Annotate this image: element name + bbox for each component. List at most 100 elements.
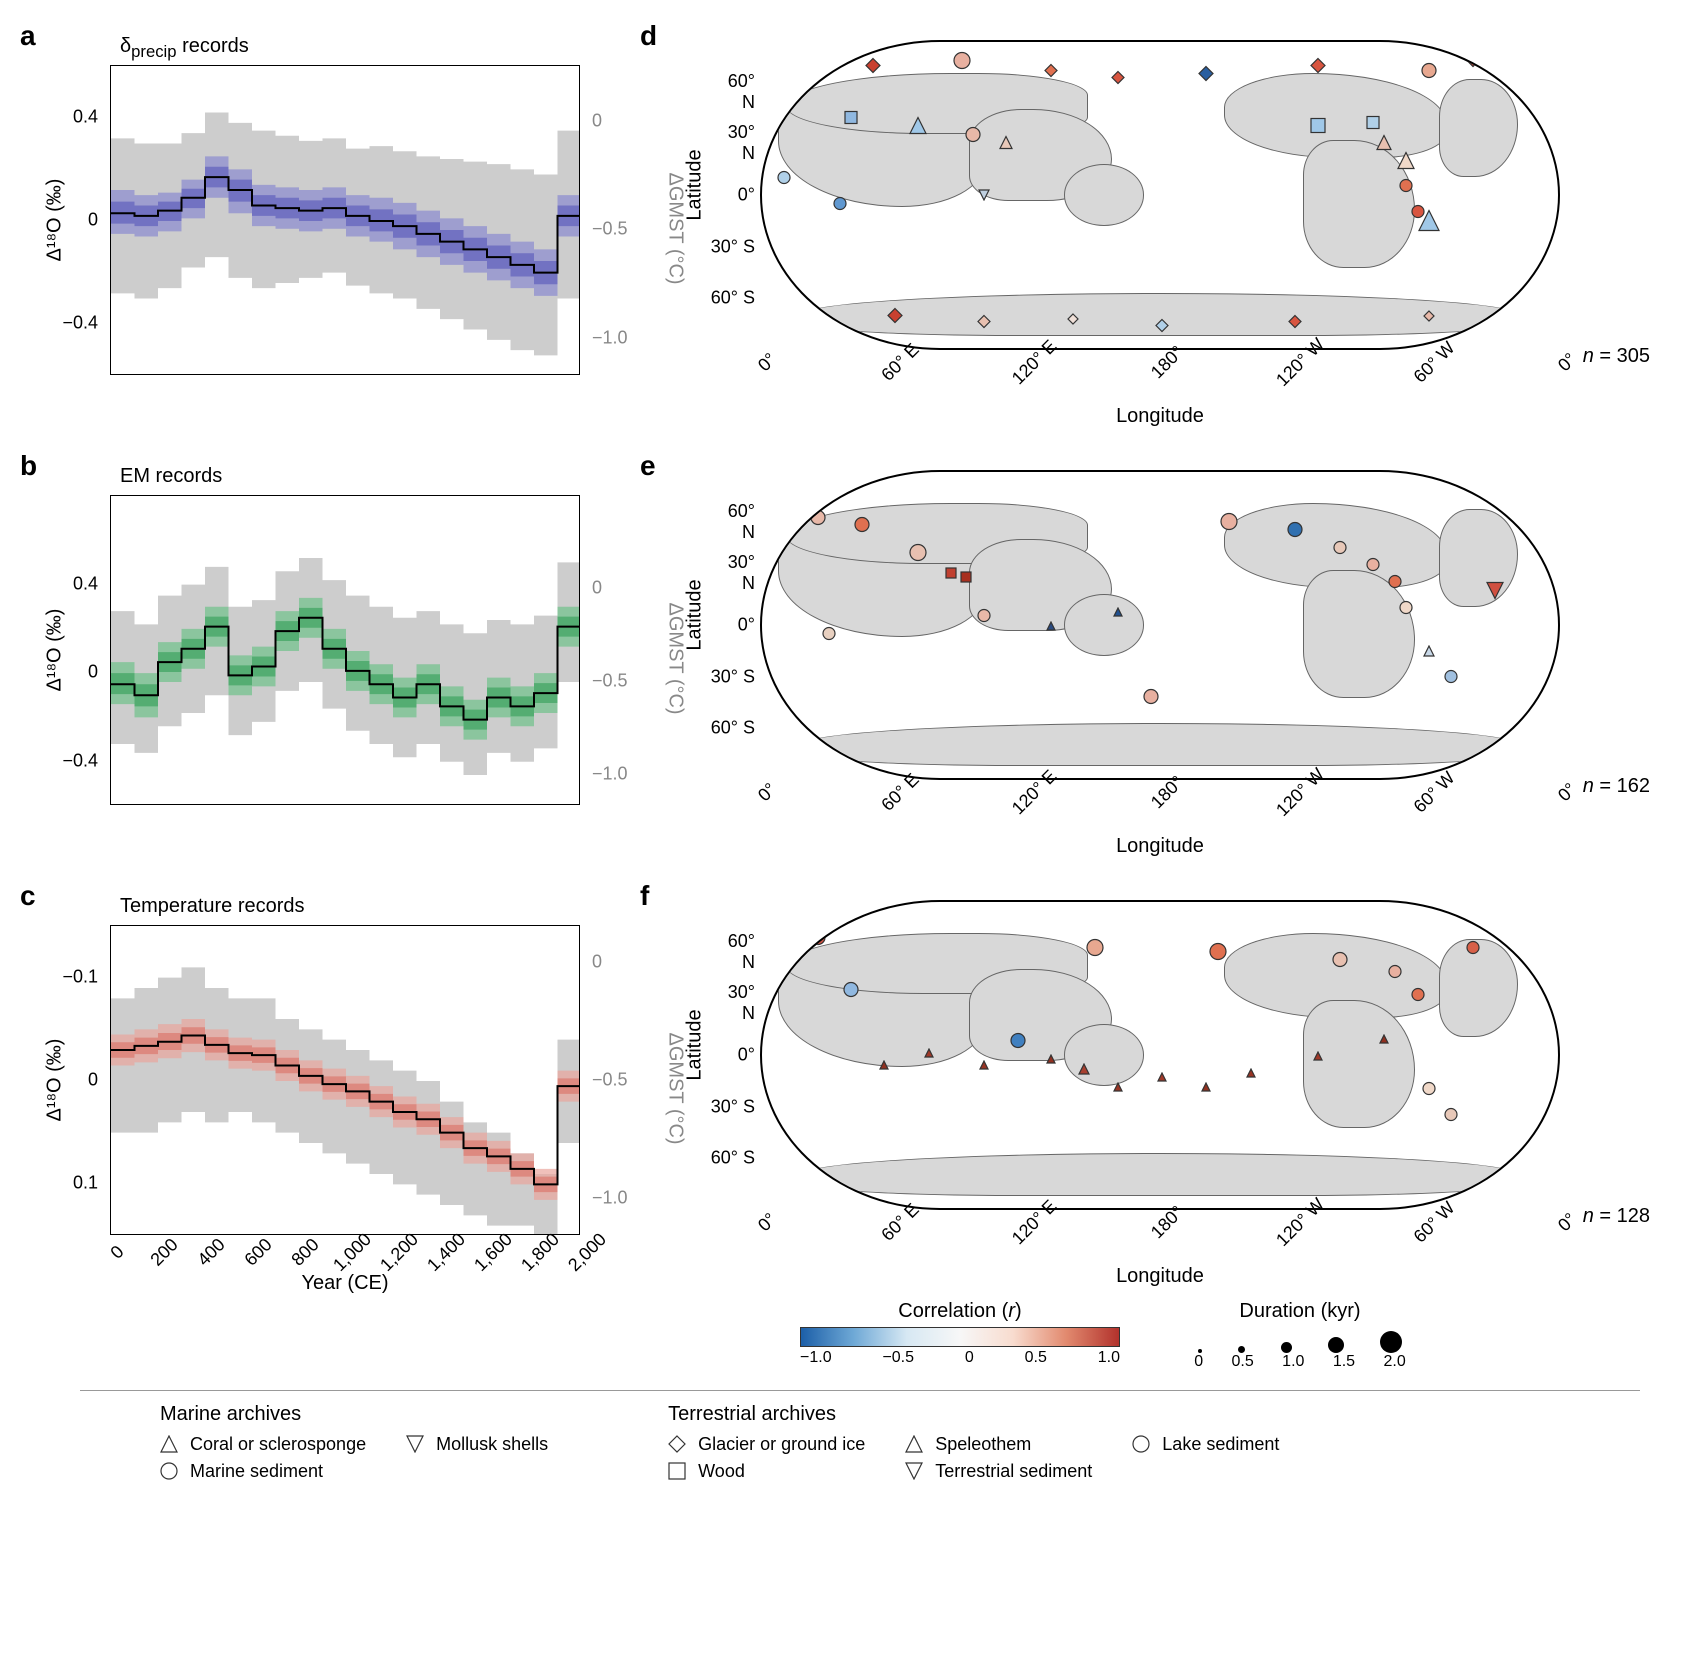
panel-b-ylabel: Δ¹⁸O (‰) <box>44 609 67 692</box>
panel-a-label: a <box>20 20 36 52</box>
map-marker <box>1333 540 1347 559</box>
map-marker <box>821 52 837 73</box>
triangle-down-icon <box>406 1435 426 1455</box>
tick: 0.1 <box>73 1173 98 1194</box>
map-marker <box>1155 318 1169 337</box>
map-marker <box>799 312 813 331</box>
map-marker <box>1422 1082 1436 1101</box>
map-marker <box>788 64 802 83</box>
panel-f-label: f <box>640 880 649 912</box>
triangle-up-icon <box>160 1435 180 1455</box>
map-marker <box>999 136 1013 155</box>
map-marker <box>1366 557 1380 576</box>
size-label: 0 <box>1194 1353 1203 1371</box>
panel-d-n: n = 305 <box>1583 345 1650 368</box>
archive-item: Glacier or ground ice <box>668 1434 865 1455</box>
map-marker <box>795 934 809 953</box>
panel-c-title: Temperature records <box>120 895 305 918</box>
tick: 60° N <box>710 931 755 973</box>
panel-f-n: n = 128 <box>1583 1205 1650 1228</box>
map-marker <box>909 117 927 140</box>
map-marker <box>1379 1031 1389 1049</box>
tick: 60° N <box>710 71 755 113</box>
terrestrial-archives: Terrestrial archives Glacier or ground i… <box>668 1403 1279 1482</box>
tick: 0° <box>754 349 781 376</box>
marine-title: Marine archives <box>160 1403 548 1426</box>
colorbar-tick: −0.5 <box>882 1349 914 1367</box>
circle-open-icon <box>1132 1435 1152 1455</box>
map-marker <box>843 981 859 1002</box>
tick: 0 <box>88 662 98 683</box>
tick: 1,200 <box>376 1229 423 1276</box>
map-marker <box>1046 1051 1056 1069</box>
panel-d-lonlabel: Longitude <box>1116 405 1204 428</box>
size-label: 0.5 <box>1232 1353 1254 1371</box>
map-marker <box>1157 1069 1167 1087</box>
map-marker <box>1399 600 1413 619</box>
map-marker <box>1086 939 1104 962</box>
map-marker <box>1044 64 1058 83</box>
archive-item: Coral or sclerosponge <box>160 1434 366 1455</box>
archive-label: Glacier or ground ice <box>698 1434 865 1455</box>
tick: −0.5 <box>592 671 628 692</box>
tick: 0° <box>1554 349 1581 376</box>
tick: 0 <box>592 110 602 131</box>
map-marker <box>1366 115 1380 134</box>
tick: 2,000 <box>564 1229 611 1276</box>
map-marker <box>844 110 858 129</box>
map-marker <box>1111 70 1125 89</box>
map-marker <box>1466 941 1480 960</box>
tick: −1.0 <box>592 1187 628 1208</box>
archives-legend: Marine archives Coral or sclerospongeMol… <box>80 1390 1640 1482</box>
archive-label: Coral or sclerosponge <box>190 1434 366 1455</box>
map-marker <box>953 51 971 74</box>
tick: 0 <box>88 1070 98 1091</box>
tick: 60° S <box>710 288 755 309</box>
size-dot <box>1238 1346 1245 1353</box>
map-marker <box>978 188 990 206</box>
archive-item: Wood <box>668 1461 865 1482</box>
map-marker <box>1376 135 1392 156</box>
tick: 30° S <box>710 1096 755 1117</box>
tick: 0 <box>106 1241 128 1263</box>
sizebar-labels: 00.51.01.52.0 <box>1180 1353 1420 1371</box>
map-marker <box>1313 1048 1323 1066</box>
tick: 30° N <box>710 122 755 164</box>
map-marker <box>1287 522 1303 543</box>
map-marker <box>960 570 972 588</box>
tick: −1.0 <box>592 764 628 785</box>
tick: −0.1 <box>62 966 98 987</box>
map-marker <box>833 196 847 215</box>
archive-item: Lake sediment <box>1132 1434 1279 1455</box>
tick: 0 <box>592 952 602 973</box>
map-marker <box>1067 312 1079 330</box>
marine-archives: Marine archives Coral or sclerospongeMol… <box>160 1403 548 1482</box>
archive-item: Terrestrial sediment <box>905 1461 1092 1482</box>
size-label: 1.5 <box>1333 1353 1355 1371</box>
map-marker <box>1444 669 1458 688</box>
panel-c-label: c <box>20 880 36 912</box>
map-marker <box>776 940 792 961</box>
panel-f-latlabel: Latitude <box>684 1009 707 1080</box>
tick: 0.4 <box>73 106 98 127</box>
map-marker <box>1418 209 1440 236</box>
map-marker <box>822 626 836 645</box>
terrestrial-title: Terrestrial archives <box>668 1403 1279 1426</box>
map-marker <box>1046 618 1056 636</box>
panel-c: c Temperature records Δ¹⁸O (‰) 0 −0.5 −1… <box>20 880 620 1300</box>
triangle-up-open-icon <box>905 1435 925 1455</box>
tick: 60° S <box>710 718 755 739</box>
map-marker <box>1411 987 1425 1006</box>
map-marker <box>1397 151 1415 174</box>
map-marker <box>810 929 826 950</box>
size-label: 2.0 <box>1383 1353 1405 1371</box>
map-marker <box>1444 1108 1458 1127</box>
tick: 0° <box>710 615 755 636</box>
panel-b-chart: 0 −0.5 −1.0 −0.400.4 <box>110 495 580 805</box>
colorbar: Correlation (r) −1.0−0.500.51.0 <box>800 1300 1120 1367</box>
panel-b-label: b <box>20 450 37 482</box>
panel-d-label: d <box>640 20 657 52</box>
circle-icon <box>160 1462 180 1482</box>
panel-e-map <box>760 470 1560 780</box>
map-marker <box>1486 581 1504 604</box>
